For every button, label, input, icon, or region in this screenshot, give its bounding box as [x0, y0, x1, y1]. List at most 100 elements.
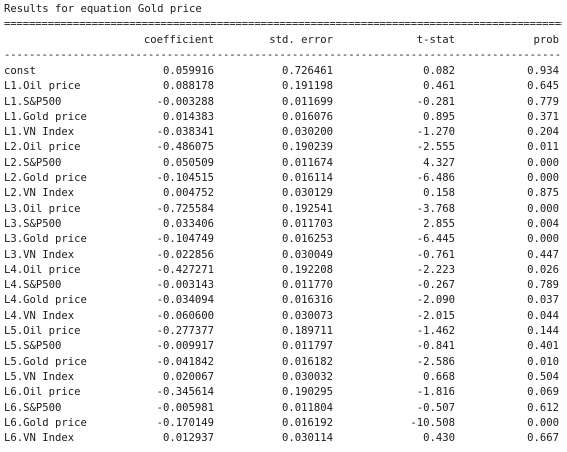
coefficient-value: -0.104749: [156, 233, 214, 246]
prob-value: 0.026: [527, 263, 559, 276]
prob-value: 0.037: [527, 294, 559, 307]
std-error-value: 0.016253: [281, 233, 333, 246]
std-error-value: 0.192541: [281, 202, 333, 215]
variable-name: L6.Oil price: [4, 386, 81, 399]
prob-value: 0.645: [527, 80, 559, 93]
coefficient-value: -0.170149: [156, 416, 214, 429]
t-stat-value: -1.462: [416, 325, 455, 338]
table-row: const 0.059916 0.726461 0.082 0.934: [4, 64, 559, 79]
coefficient-value: -0.486075: [156, 141, 214, 154]
variable-name: L6.VN Index: [4, 432, 75, 445]
variable-name: L2.VN Index: [4, 187, 75, 200]
table-row: L6.VN Index 0.012937 0.030114 0.430 0.667: [4, 431, 559, 446]
header-table: coefficient std. error t-stat prob: [4, 33, 559, 48]
variable-name: L1.S&P500: [4, 95, 62, 108]
variable-name: L5.Oil price: [4, 325, 81, 338]
header-coefficient: coefficient: [143, 34, 214, 46]
prob-value: 0.934: [527, 65, 559, 77]
coefficient-value: 0.050509: [162, 156, 214, 169]
coefficient-value: -0.005981: [156, 401, 214, 414]
table-row: L5.S&P500 -0.009917 0.011797 -0.841 0.401: [4, 339, 559, 354]
t-stat-value: -6.486: [416, 172, 455, 185]
variable-name: L3.S&P500: [4, 217, 62, 230]
coefficient-value: 0.012937: [162, 432, 214, 445]
table-row: L2.VN Index 0.004752 0.030129 0.158 0.875: [4, 186, 559, 201]
variable-name: L6.Gold price: [4, 416, 87, 429]
coefficient-value: -0.022856: [156, 248, 214, 261]
table-row: L6.Oil price -0.345614 0.190295 -1.816 0.069: [4, 385, 559, 400]
table-row: L4.Gold price -0.034094 0.016316 -2.090 0.03…: [4, 293, 559, 308]
coefficient-value: -0.038341: [156, 126, 214, 139]
prob-value: 0.000: [527, 156, 559, 169]
coefficient-value: -0.277377: [156, 325, 214, 338]
std-error-value: 0.030073: [281, 309, 333, 322]
std-error-value: 0.011699: [281, 95, 333, 108]
coefficient-value: -0.725584: [156, 202, 214, 215]
table-row: L4.Oil price -0.427271 0.192208 -2.223 0.026: [4, 263, 559, 278]
t-stat-value: -2.015: [416, 309, 455, 322]
prob-value: 0.144: [527, 325, 559, 338]
std-error-value: 0.030049: [281, 248, 333, 261]
coefficient-value: -0.003143: [156, 279, 214, 292]
variable-name: L5.VN Index: [4, 370, 75, 383]
t-stat-value: 0.668: [423, 370, 455, 383]
t-stat-value: 0.082: [423, 65, 455, 77]
variable-name: L3.Gold price: [4, 233, 87, 246]
coefficient-value: 0.033406: [162, 217, 214, 230]
std-error-value: 0.190295: [281, 386, 333, 399]
coefficient-value: -0.104515: [156, 172, 214, 185]
std-error-value: 0.726461: [281, 65, 333, 77]
results-table: const 0.059916 0.726461 0.082 0.934 L1.Oil pr…: [4, 64, 559, 446]
header-variable: [4, 33, 130, 48]
table-row: L6.S&P500 -0.005981 0.011804 -0.507 0.612: [4, 401, 559, 416]
std-error-value: 0.016114: [281, 172, 333, 185]
header-prob: prob: [533, 34, 559, 46]
coefficient-value: -0.034094: [156, 294, 214, 307]
variable-name: L5.S&P500: [4, 340, 62, 353]
std-error-value: 0.030129: [281, 187, 333, 200]
t-stat-value: -0.507: [416, 401, 455, 414]
prob-value: 0.204: [527, 126, 559, 139]
prob-value: 0.004: [527, 217, 559, 230]
variable-name: L1.VN Index: [4, 126, 75, 139]
coefficient-value: 0.020067: [162, 370, 214, 383]
variable-name: L3.Oil price: [4, 202, 81, 215]
table-row: L3.VN Index -0.022856 0.030049 -0.761 0.447: [4, 248, 559, 263]
coefficient-value: -0.041842: [156, 355, 214, 368]
prob-value: 0.401: [527, 340, 559, 353]
t-stat-value: -3.768: [416, 202, 455, 215]
variable-name: L1.Oil price: [4, 80, 81, 93]
results-body: const 0.059916 0.726461 0.082 0.934 L1.Oil pr…: [4, 64, 559, 446]
t-stat-value: 0.461: [423, 80, 455, 93]
prob-value: 0.000: [527, 172, 559, 185]
prob-value: 0.779: [527, 95, 559, 108]
t-stat-value: 0.895: [423, 110, 455, 123]
variable-name: L4.Gold price: [4, 294, 87, 307]
std-error-value: 0.016182: [281, 355, 333, 368]
prob-value: 0.371: [527, 110, 559, 123]
prob-value: 0.789: [527, 279, 559, 292]
table-row: L4.VN Index -0.060600 0.030073 -2.015 0.044: [4, 309, 559, 324]
variable-name: L1.Gold price: [4, 110, 87, 123]
prob-value: 0.069: [527, 386, 559, 399]
table-row: L1.Oil price 0.088178 0.191198 0.461 0.645: [4, 79, 559, 94]
std-error-value: 0.016316: [281, 294, 333, 307]
prob-value: 0.044: [527, 309, 559, 322]
table-row: L6.Gold price -0.170149 0.016192 -10.508 0.0…: [4, 416, 559, 431]
coefficient-value: 0.088178: [162, 80, 214, 93]
std-error-value: 0.011703: [281, 217, 333, 230]
t-stat-value: -0.281: [416, 95, 455, 108]
table-row: L5.Gold price -0.041842 0.016182 -2.586 0.01…: [4, 355, 559, 370]
table-row: L1.VN Index -0.038341 0.030200 -1.270 0.204: [4, 125, 559, 140]
header-row: coefficient std. error t-stat prob: [4, 33, 559, 48]
t-stat-value: -10.508: [410, 416, 455, 429]
std-error-value: 0.191198: [281, 80, 333, 93]
coefficient-value: -0.009917: [156, 340, 214, 353]
t-stat-value: -0.761: [416, 248, 455, 261]
table-row: L3.S&P500 0.033406 0.011703 2.855 0.004: [4, 217, 559, 232]
coefficient-value: 0.059916: [162, 65, 214, 77]
light-rule: ----------------------------------------…: [4, 49, 562, 61]
prob-value: 0.612: [527, 401, 559, 414]
t-stat-value: -1.816: [416, 386, 455, 399]
